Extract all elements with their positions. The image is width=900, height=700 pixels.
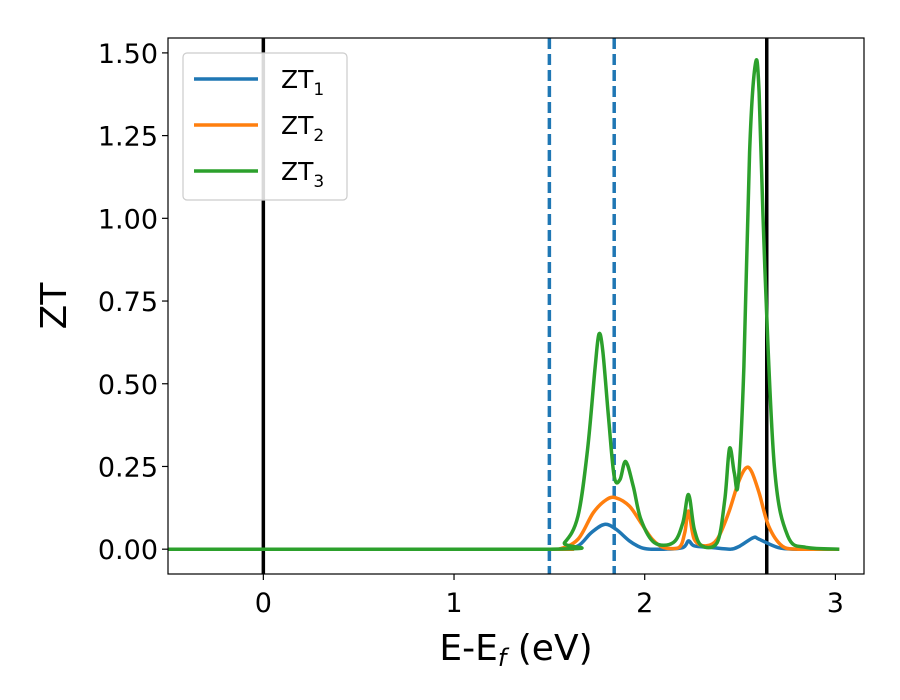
legend-label-zt3: ZT3 <box>281 157 324 192</box>
y-tick-label: 0.50 <box>98 370 158 401</box>
plot-frame <box>167 37 865 575</box>
x-tick-label: 0 <box>255 588 272 619</box>
x-tick-label: 2 <box>636 588 653 619</box>
series-line-zt1 <box>168 522 840 551</box>
legend: ZT1 ZT2 ZT3 <box>182 52 348 201</box>
y-tick-label: 1.25 <box>98 122 158 153</box>
y-tick-label: 1.00 <box>98 204 158 235</box>
plot-area <box>168 38 840 574</box>
x-tick-label: 3 <box>827 588 844 619</box>
series-line-zt3 <box>168 58 840 551</box>
x-tick-label: 1 <box>445 588 462 619</box>
y-tick-label: 0.25 <box>98 452 158 483</box>
x-axis-label: E-Ef (eV) <box>439 628 592 672</box>
legend-box <box>182 52 348 201</box>
y-tick-label: 0.75 <box>98 287 158 318</box>
legend-label-zt2: ZT2 <box>281 111 324 146</box>
y-tick-label: 0.00 <box>98 535 158 566</box>
legend-label-zt1: ZT1 <box>281 65 324 100</box>
y-axis-label: ZT <box>34 282 75 330</box>
axis-ticks: 0 1 2 3 0.00 0.25 0.50 0.75 1.00 1.25 1.50 <box>98 39 844 619</box>
y-tick-label: 1.50 <box>98 39 158 70</box>
series-line-zt2 <box>168 465 840 551</box>
